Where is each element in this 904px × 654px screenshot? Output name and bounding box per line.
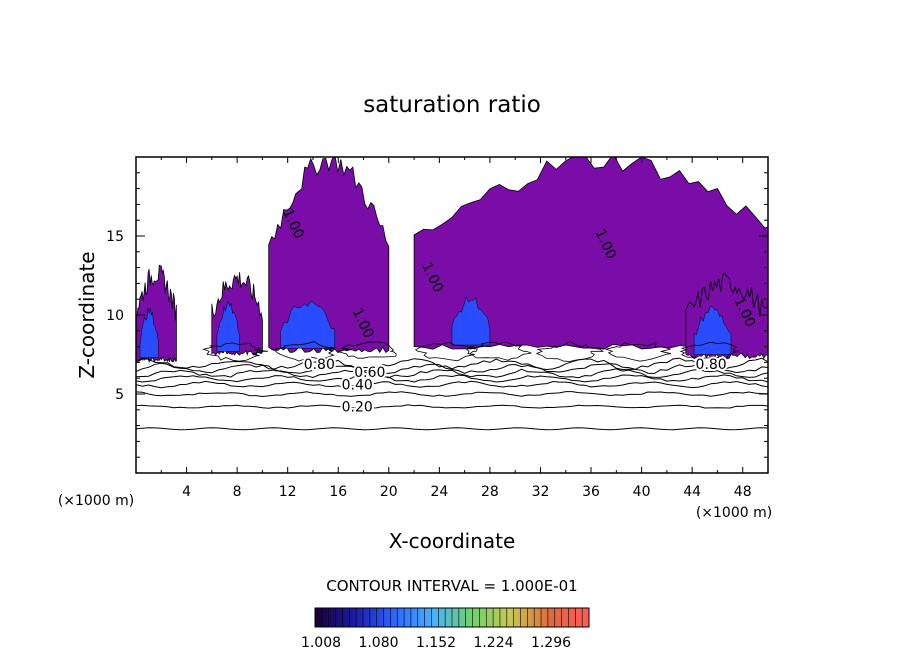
contour-label: 0.60: [354, 365, 385, 381]
x-tick-label: 8: [233, 484, 242, 500]
high-supersaturation-core: [451, 295, 491, 346]
contour-lines: [136, 340, 768, 431]
x-tick-label: 16: [329, 484, 347, 500]
contour-interval: CONTOUR INTERVAL = 1.000E-01: [326, 577, 577, 595]
contour-eddy: [679, 341, 739, 359]
x-tick-label: 24: [430, 484, 448, 500]
supersaturated-regions: [136, 157, 768, 363]
x-unit-right: (×1000 m): [696, 505, 772, 521]
y-axis-label: Z-coordinate: [75, 251, 99, 378]
high-supersaturation-core: [216, 300, 240, 352]
plot-area: [136, 157, 768, 431]
high-supersaturation-core: [693, 306, 732, 355]
x-tick-label: 40: [633, 484, 651, 500]
y-tick-label: 15: [106, 229, 124, 245]
contour-line: [136, 404, 768, 409]
x-tick-label: 44: [683, 484, 701, 500]
high-supersaturation-core: [139, 307, 159, 358]
colorbar-label: 1.008: [301, 635, 341, 651]
contour-eddy: [465, 341, 532, 361]
contour-line: [136, 427, 768, 431]
supersaturated-region: [413, 157, 768, 350]
colorbar: 1.008 1.080 1.152 1.224 1.296: [301, 607, 590, 651]
high-supersaturation-core: [280, 300, 336, 349]
contour-line: [136, 357, 768, 371]
colorbar-label: 1.296: [531, 635, 571, 651]
contour-eddy: [202, 342, 268, 362]
colorbar-label: 1.080: [358, 635, 398, 651]
contour-label: 0.80: [304, 357, 335, 373]
x-tick-label: 20: [380, 484, 398, 500]
y-axis: 5 10 15: [106, 172, 768, 458]
contour-labels: 0.200.400.600.80 0.801.001.001.001.001.00: [279, 206, 758, 417]
supersaturated-region: [268, 157, 390, 354]
colorbar-label: 1.224: [473, 635, 513, 651]
x-axis: 4 8 12 16 20 24 28 32 36 40 44 48: [160, 157, 752, 500]
x-tick-label: 4: [182, 484, 191, 500]
contour-eddy: [336, 341, 397, 359]
x-tick-label: 36: [582, 484, 600, 500]
x-axis-label: X-coordinate: [389, 529, 516, 553]
contour-line: [136, 373, 768, 383]
contour-label: 0.80: [696, 357, 727, 373]
contour-line: [136, 368, 768, 379]
y-tick-label: 10: [106, 308, 124, 324]
x-tick-label: 32: [532, 484, 550, 500]
colorbar-ticks: 1.008 1.080 1.152 1.224 1.296: [301, 608, 590, 651]
x-tick-label: 48: [734, 484, 752, 500]
contour-eddy: [535, 340, 605, 362]
colorbar-label: 1.152: [416, 635, 456, 651]
x-tick-label: 28: [481, 484, 499, 500]
y-tick-label: 5: [115, 387, 124, 403]
contour-label: 0.40: [342, 378, 373, 394]
chart-title: saturation ratio: [363, 92, 541, 118]
contour-eddy: [414, 341, 478, 362]
x-tick-label: 12: [279, 484, 297, 500]
contour-eddy: [604, 342, 672, 362]
contour-label: 0.20: [342, 400, 373, 416]
contour-line: [136, 380, 768, 389]
x-unit-left: (×1000 m): [58, 493, 134, 509]
contour-line: [136, 362, 768, 375]
contour-eddy: [271, 341, 335, 362]
contour-line: [136, 391, 768, 398]
